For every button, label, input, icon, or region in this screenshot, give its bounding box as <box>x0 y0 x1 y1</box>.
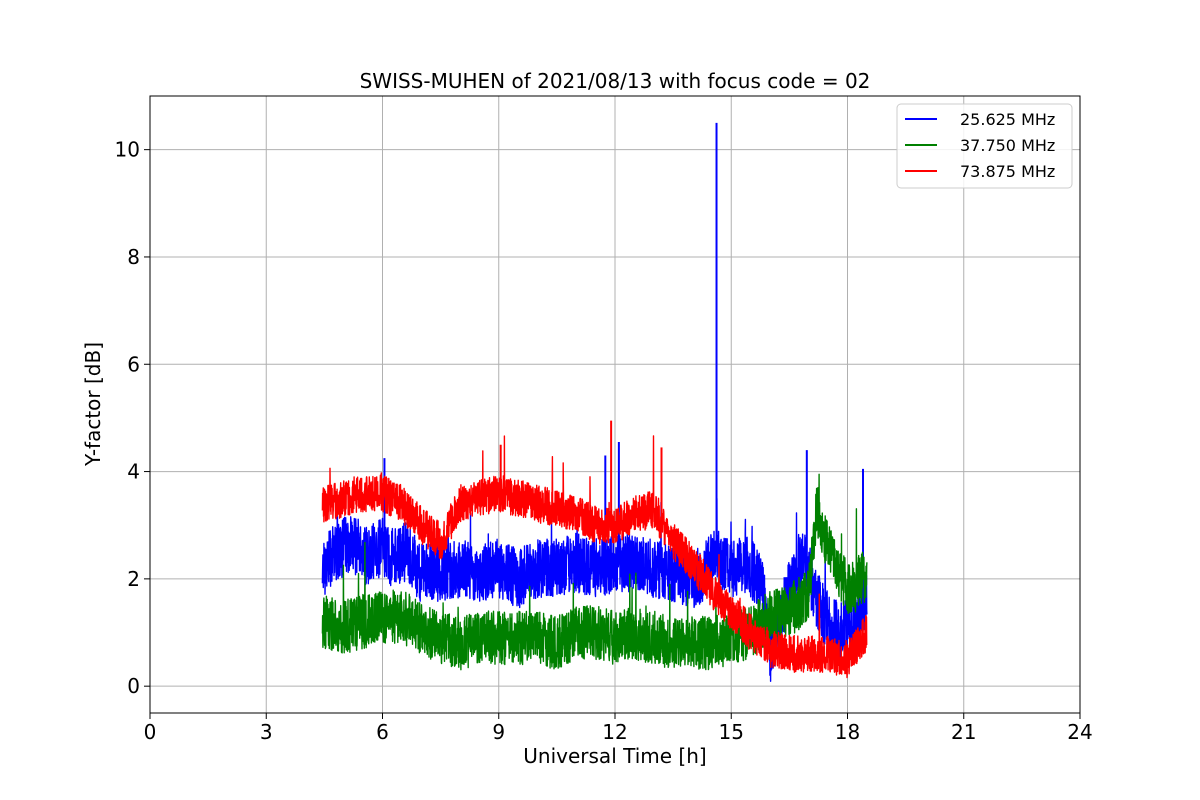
x-tick-label: 18 <box>835 720 860 744</box>
legend-label-37-750: 37.750 MHz <box>960 136 1055 155</box>
y-tick-label: 4 <box>127 460 140 484</box>
y-tick-label: 2 <box>127 567 140 591</box>
y-tick-label: 8 <box>127 245 140 269</box>
legend: 25.625 MHz 37.750 MHz 73.875 MHz <box>896 103 1073 189</box>
y-axis-label: Y-factor [dB] <box>81 342 105 467</box>
x-axis-label: Universal Time [h] <box>523 744 706 768</box>
legend-box <box>896 103 1073 189</box>
x-tick-label: 3 <box>260 720 273 744</box>
series-line-37-750 <box>321 473 868 671</box>
x-tick-label: 24 <box>1067 720 1092 744</box>
x-tick-label: 9 <box>492 720 505 744</box>
y-tick-label: 0 <box>127 674 140 698</box>
legend-label-25-625: 25.625 MHz <box>960 110 1055 129</box>
x-tick-label: 6 <box>376 720 389 744</box>
x-tick-label: 12 <box>602 720 627 744</box>
x-tick-label: 21 <box>951 720 976 744</box>
y-tick-label: 6 <box>127 352 140 376</box>
x-tick-label: 15 <box>719 720 744 744</box>
series-line-73-875 <box>321 435 868 679</box>
y-tick-label: 10 <box>115 138 140 162</box>
chart-title: SWISS-MUHEN of 2021/08/13 with focus cod… <box>360 69 871 93</box>
legend-label-73-875: 73.875 MHz <box>960 162 1055 181</box>
series-layer <box>321 122 868 682</box>
x-tick-label: 0 <box>144 720 157 744</box>
